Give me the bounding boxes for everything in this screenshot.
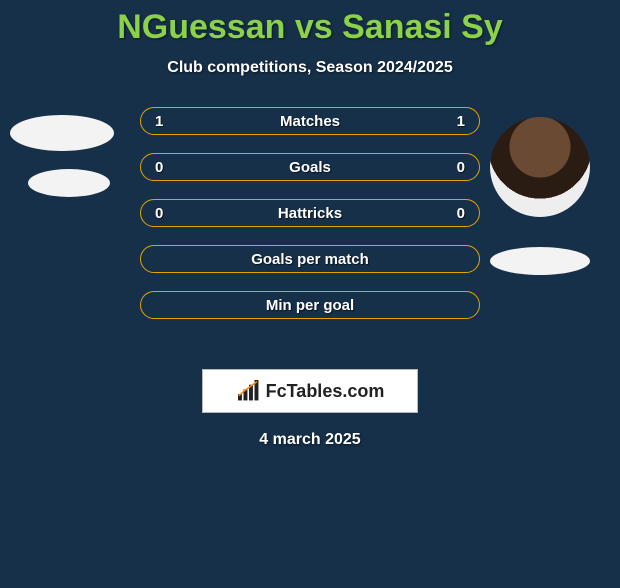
stat-label: Matches xyxy=(163,113,456,130)
player-right-photo xyxy=(490,117,590,217)
fctables-logo: FcTables.com xyxy=(202,369,418,413)
stat-bar: Min per goal xyxy=(140,291,480,319)
stat-right-value: 0 xyxy=(457,159,465,176)
page-subtitle: Club competitions, Season 2024/2025 xyxy=(0,59,620,77)
stat-label: Hattricks xyxy=(163,205,456,222)
stat-label: Goals per match xyxy=(155,251,465,268)
player-right-ellipse xyxy=(490,247,590,275)
stat-bar: Goals per match xyxy=(140,245,480,273)
stat-bar: 0Goals0 xyxy=(140,153,480,181)
stat-left-value: 0 xyxy=(155,159,163,176)
bars-icon xyxy=(236,380,262,402)
stat-bar: 1Matches1 xyxy=(140,107,480,135)
generated-date: 4 march 2025 xyxy=(0,431,620,449)
stat-right-value: 0 xyxy=(457,205,465,222)
comparison-stage: 1Matches10Goals00Hattricks0Goals per mat… xyxy=(0,107,620,357)
player-left-ellipse xyxy=(10,115,114,151)
stat-left-value: 1 xyxy=(155,113,163,130)
stat-bar: 0Hattricks0 xyxy=(140,199,480,227)
stat-right-value: 1 xyxy=(457,113,465,130)
stat-bars: 1Matches10Goals00Hattricks0Goals per mat… xyxy=(140,107,480,337)
player-left-ellipse xyxy=(28,169,110,197)
stat-left-value: 0 xyxy=(155,205,163,222)
page-title: NGuessan vs Sanasi Sy xyxy=(0,8,620,47)
logo-text: FcTables.com xyxy=(266,381,385,402)
stat-label: Goals xyxy=(163,159,456,176)
stat-label: Min per goal xyxy=(155,297,465,314)
